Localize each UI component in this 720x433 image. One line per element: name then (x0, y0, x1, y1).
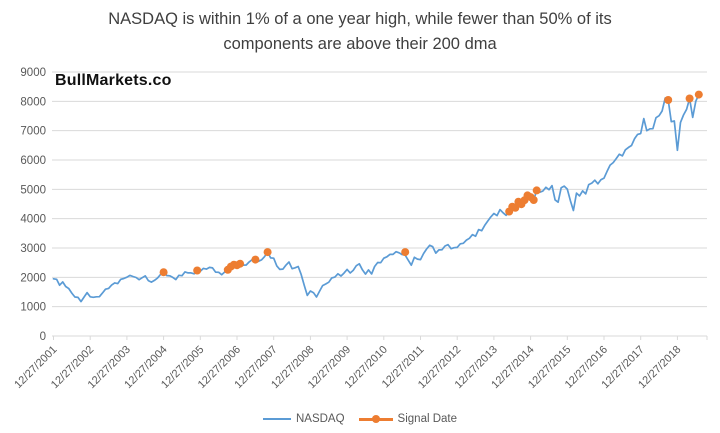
y-axis-tick-label: 6000 (20, 155, 46, 167)
signal-date-marker (685, 94, 694, 103)
signal-date-marker (529, 196, 538, 204)
nasdaq-price-line (52, 93, 700, 303)
watermark-brand: BullMarkets.co (55, 72, 172, 89)
signal-date-marker (263, 248, 272, 257)
legend-item-signal-date: Signal Date (358, 413, 458, 425)
y-axis-tick-label: 2000 (20, 272, 46, 284)
signal-date-marker (251, 255, 260, 264)
y-axis-tick-label: 9000 (20, 67, 46, 79)
signal-date-marker (511, 203, 520, 212)
signal-date-marker (401, 248, 410, 257)
legend-item-nasdaq: NASDAQ (262, 413, 345, 425)
signal-date-marker (664, 96, 673, 104)
signal-date-marker (236, 259, 245, 268)
signal-date-marker (532, 186, 541, 195)
chart-title: NASDAQ is within 1% of a one year high, … (0, 7, 720, 57)
y-axis-tick-label: 5000 (20, 184, 46, 196)
signal-date-marker (193, 266, 202, 275)
y-axis-tick-label: 4000 (20, 214, 46, 226)
signal-date-marker (159, 268, 168, 277)
y-axis-tick-label: 0 (40, 331, 46, 343)
chart-legend: NASDAQ Signal Date (0, 409, 720, 429)
chart-title-line2: components are above their 200 dma (223, 35, 497, 53)
y-axis-tick-label: 3000 (20, 243, 46, 255)
signal-date-marker (694, 90, 703, 99)
y-axis-tick-label: 1000 (20, 302, 46, 314)
signal-dot-icon (371, 415, 380, 423)
y-axis-tick-label: 8000 (20, 96, 46, 108)
nasdaq-line-swatch-icon (262, 418, 291, 420)
legend-label-nasdaq: NASDAQ (295, 413, 345, 425)
chart-title-line1: NASDAQ is within 1% of a one year high, … (108, 10, 612, 28)
signal-date-marker-swatch-icon (358, 415, 393, 423)
y-axis-tick-label: 7000 (20, 126, 46, 138)
legend-label-signal-date: Signal Date (397, 413, 458, 425)
